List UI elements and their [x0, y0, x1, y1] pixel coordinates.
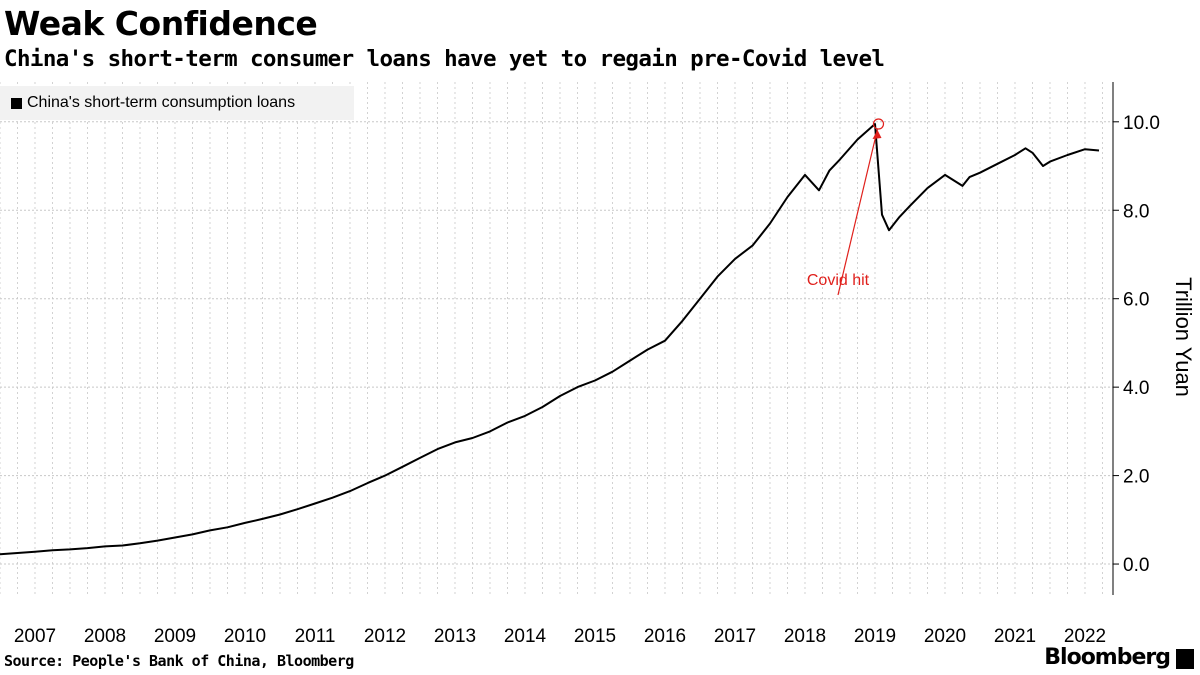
- y-tick-label: 10.0: [1123, 113, 1160, 134]
- x-tick-label: 2007: [14, 626, 56, 647]
- grid-layer: [0, 82, 1113, 595]
- y-tick-label: 0.0: [1123, 555, 1149, 576]
- source-note: Source: People's Bank of China, Bloomber…: [4, 652, 354, 670]
- x-tick-label: 2009: [154, 626, 196, 647]
- legend: China's short-term consumption loans: [0, 86, 354, 120]
- x-tick-label: 2019: [854, 626, 896, 647]
- y-tick-label: 4.0: [1123, 378, 1149, 399]
- y-axis-label: Trillion Yuan: [1171, 277, 1196, 397]
- chart-subtitle: China's short-term consumer loans have y…: [4, 46, 885, 72]
- x-tick-label: 2011: [295, 626, 336, 647]
- x-tick-label: 2021: [994, 626, 1036, 647]
- y-tick-label: 2.0: [1123, 467, 1149, 488]
- x-tick-label: 2020: [924, 626, 966, 647]
- legend-label: China's short-term consumption loans: [27, 94, 296, 111]
- x-tick-label: 2016: [644, 626, 686, 647]
- y-tick-label: 8.0: [1123, 201, 1149, 222]
- annotation-arrowhead: [872, 130, 882, 140]
- legend-swatch: [11, 97, 22, 109]
- x-tick-label: 2008: [84, 626, 126, 647]
- brand-logo-box: [1176, 649, 1194, 669]
- series-layer: [0, 123, 1100, 556]
- axis-layer: 0.0 2.0 4.0 6.0 8.0 10.0 2007 2008 2009 2010 2011 2…: [14, 82, 1160, 647]
- y-tick-label: 6.0: [1123, 290, 1149, 311]
- annotation-layer: Covid hit: [807, 118, 885, 296]
- x-tick-label: 2018: [784, 626, 826, 647]
- annotation-marker: [872, 118, 885, 130]
- brand-logo: Bloomberg: [1044, 645, 1171, 670]
- annotation-arrow: [837, 128, 879, 296]
- chart-title: Weak Confidence: [4, 4, 318, 43]
- x-tick-label: 2012: [364, 626, 406, 647]
- series-line: [0, 123, 1100, 556]
- annotation-label: Covid hit: [807, 272, 870, 289]
- x-tick-label: 2017: [714, 626, 756, 647]
- x-tick-label: 2013: [434, 626, 476, 647]
- x-tick-label: 2015: [574, 626, 616, 647]
- x-tick-label: 2010: [224, 626, 266, 647]
- x-tick-label: 2014: [504, 626, 547, 647]
- x-tick-label: 2022: [1064, 626, 1106, 647]
